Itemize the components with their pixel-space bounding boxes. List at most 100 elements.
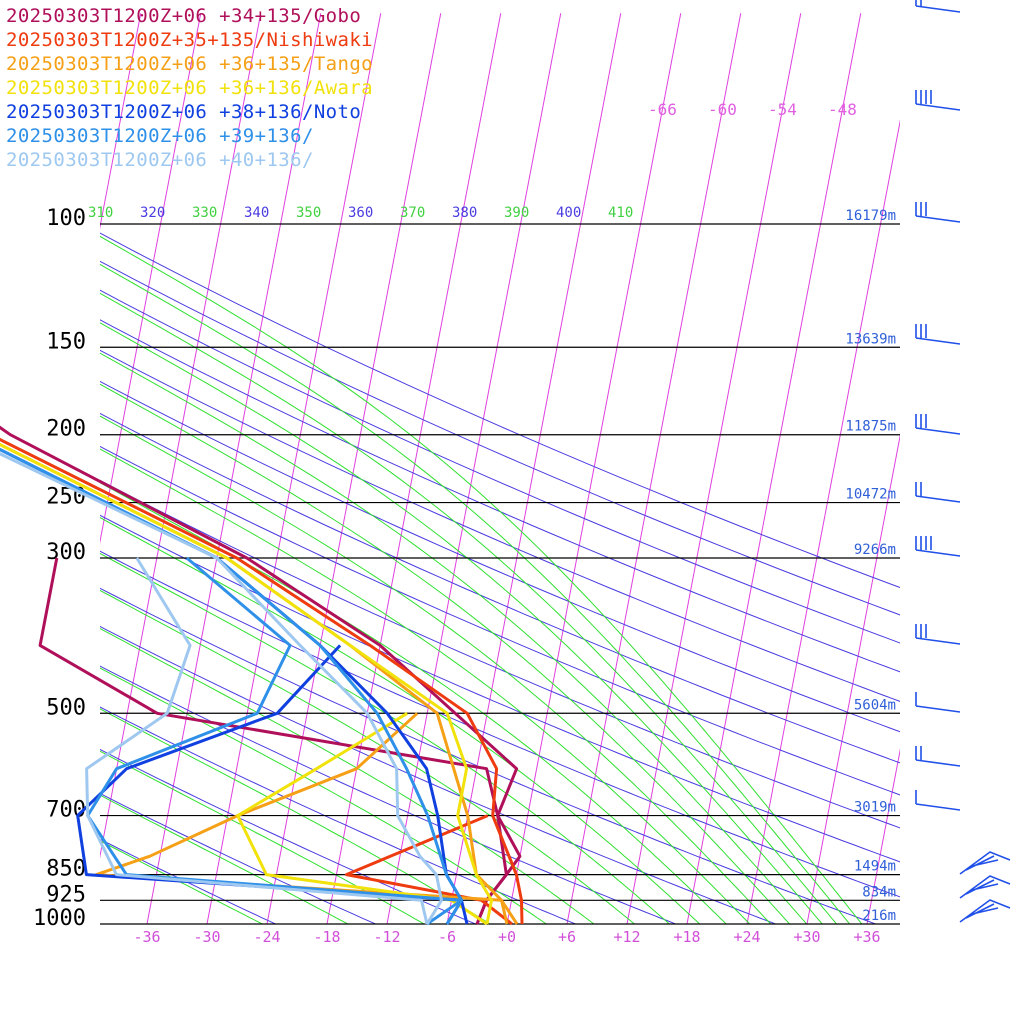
upper-temperature-label: -54 [768,100,797,119]
theta-label: 330 [192,205,217,221]
moist-adiabat-line [100,552,671,924]
legend-item: 20250303T1200Z+06 +36+136/Awara [6,77,374,99]
legend-item: 20250303T1200Z+06 +36+135/Tango [6,53,374,75]
temperature-line [0,437,524,925]
wind-barb [915,536,961,557]
temperature-tick-label: -18 [313,928,340,946]
dry-adiabat-line [100,665,677,924]
isotherm-line [100,13,202,545]
height-label: 5604m [854,697,896,713]
pressure-label: 700 [46,798,86,823]
temperature-tick-label: +0 [498,928,516,946]
moist-adiabat-line [100,627,595,924]
legend-item: 20250303T1200Z+06 +40+136/ [6,149,314,171]
wind-barb [915,90,961,111]
isotherm-line [146,13,322,924]
height-label: 834m [862,884,896,900]
moist-adiabat-line [100,482,727,924]
theta-label: 410 [608,205,633,221]
isotherm-line [626,13,802,924]
pressure-label: 500 [46,695,86,720]
upper-temperature-label: -66 [648,100,677,119]
wind-barb [915,746,961,767]
height-label: 1494m [854,859,896,875]
upper-temperature-label: -60 [708,100,737,119]
dry-adiabat-line [100,838,277,924]
theta-label: 320 [140,205,165,221]
moist-adiabat-grid [100,235,863,924]
wind-barb [915,790,961,811]
height-label: 216m [862,908,896,924]
wind-barb [915,624,961,645]
theta-label: 370 [400,205,425,221]
wind-barb [915,692,961,713]
height-label: 10472m [845,487,896,503]
dewpoint-line [344,814,513,926]
temperature-line [0,447,463,925]
isotherm-line [866,748,900,924]
dry-adiabat-line [100,514,900,863]
theta-label: 350 [296,205,321,221]
wind-barb [959,875,1011,899]
dry-adiabat-line [100,625,777,924]
legend-item: 20250303T1200Z+06 +34+135/Gobo [6,5,362,27]
pressure-label: 200 [46,417,86,442]
pressure-label: 925 [46,882,86,907]
isotherm-line [506,13,682,924]
moist-adiabat-line [100,235,863,924]
dry-adiabat-line [100,319,900,673]
dewpoint-line [94,712,509,925]
moist-adiabat-line [100,667,548,924]
dry-adiabat-line [100,380,900,733]
isotherm-line [987,13,1024,924]
height-label: 16179m [845,208,896,224]
dry-adiabat-line [100,289,900,644]
wind-barb [959,851,1011,875]
dry-adiabat-line [100,748,477,924]
temperature-line [0,452,443,925]
dry-adiabat-line [100,550,900,898]
temperature-tick-label: +24 [733,928,760,946]
wind-barb [959,899,1011,923]
moist-adiabat-line [100,448,751,924]
theta-label: 390 [504,205,529,221]
height-label: 13639m [845,331,896,347]
temperature-tick-label: -6 [438,928,456,946]
dry-adiabat-line [100,260,900,616]
pressure-label: 300 [46,540,86,565]
upper-temperature-label: -48 [828,100,857,119]
pressure-label: 1000 [33,906,86,931]
dry-adiabat-line [100,479,900,829]
theta-label: 340 [244,205,269,221]
pressure-label: 100 [46,206,86,231]
theta-label: 380 [452,205,477,221]
temperature-tick-label: +12 [613,928,640,946]
dewpoint-line [85,557,429,925]
isotherm-line [206,13,382,924]
moist-adiabat-line [100,708,492,924]
temperature-tick-label: +18 [673,928,700,946]
moist-adiabat-line [100,517,701,924]
dry-adiabat-line [100,232,900,589]
isotherm-line [566,13,742,924]
dry-adiabat-line [100,412,900,764]
legend: 20250303T1200Z+06 +34+135/Gobo 20250303T1… [6,4,373,172]
legend-item: 20250303T1200Z+06 +38+136/Noto [6,101,362,123]
temperature-tick-label: -36 [133,928,160,946]
temperature-line [0,425,522,925]
sounding-series [0,425,524,926]
wind-barb [915,0,961,13]
pressure-label: 150 [46,329,86,354]
wind-barb [915,202,961,223]
legend-item: 20250303T1200Z+06 +39+136/ [6,125,314,147]
dry-adiabat-line [100,792,377,924]
isotherm-line [806,433,900,924]
isotherm-line [100,13,142,230]
pressure-label: 850 [46,857,86,882]
wind-barb [915,324,961,345]
dry-adiabat-grid [100,232,900,924]
theta-label: 400 [556,205,581,221]
dewpoint-line [86,556,463,926]
